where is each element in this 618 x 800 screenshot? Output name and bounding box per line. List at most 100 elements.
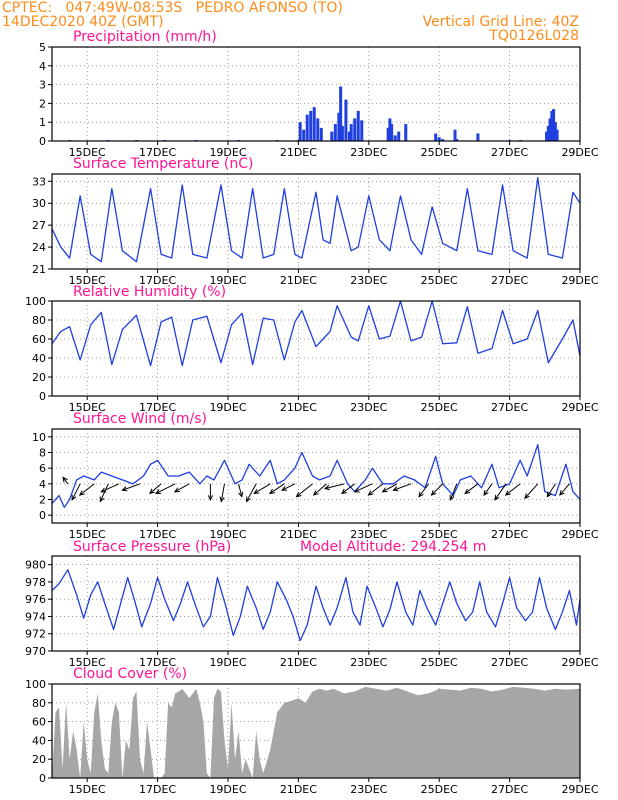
y-tick-label: 60	[32, 333, 46, 346]
x-tick-label: 19DEC	[209, 783, 246, 796]
precip-bar	[388, 118, 392, 141]
wind-arrow	[220, 483, 225, 502]
wind-arrow	[368, 483, 384, 496]
wind-arrow	[382, 483, 398, 493]
x-tick-label: 25DEC	[421, 783, 458, 796]
wind-arrow	[524, 483, 539, 499]
wind-arrowhead	[546, 491, 552, 498]
x-tick-label: 27DEC	[491, 274, 528, 287]
precip-bar	[340, 125, 344, 141]
precip-bar	[309, 110, 313, 141]
wind-arrowhead	[504, 490, 511, 496]
y-tick-label: 978	[25, 576, 46, 589]
y-tick-label: 60	[32, 716, 46, 729]
wind-arrowhead	[238, 491, 244, 498]
precip-bar	[347, 131, 351, 141]
temperature-line	[51, 177, 581, 263]
wind-line	[51, 444, 581, 508]
wind-arrow	[546, 483, 556, 497]
x-tick-label: 21DEC	[280, 146, 317, 159]
precipitation-frame	[51, 46, 581, 142]
y-tick-label: 8	[39, 447, 46, 460]
title-precipitation: Precipitation (mm/h)	[73, 29, 217, 45]
y-tick-label: 976	[25, 593, 46, 606]
wind-arrowhead	[71, 494, 77, 501]
x-tick-label: 25DEC	[421, 528, 458, 541]
x-tick-label: 25DEC	[421, 656, 458, 669]
precip-bar	[305, 114, 309, 141]
x-tick-label: 29DEC	[561, 146, 598, 159]
y-tick-label: 1	[39, 116, 46, 129]
x-tick-label: 29DEC	[561, 401, 598, 414]
wind-arrow	[62, 477, 69, 485]
wind-arrow	[449, 483, 458, 501]
x-tick-label: 21DEC	[280, 783, 317, 796]
wind-arrowhead	[418, 491, 424, 498]
x-tick-label: 19DEC	[209, 146, 246, 159]
wind-arrow	[174, 483, 190, 493]
y-tick-label: 40	[32, 352, 46, 365]
wind-arrow	[155, 483, 176, 494]
header-station: CPTEC: 047:49W-08:53S PEDRO AFONSO (TO)	[2, 0, 343, 16]
y-tick-label: 6	[39, 462, 46, 475]
wind-arrowhead	[524, 493, 530, 500]
wind-arrowhead	[281, 485, 288, 491]
wind-arrow	[431, 483, 444, 496]
title-cloud-cover: Cloud Cover (%)	[73, 666, 187, 682]
wind-arrowhead	[312, 490, 319, 496]
precip-bar	[453, 129, 457, 141]
x-tick-label: 19DEC	[209, 274, 246, 287]
wind-arrowhead	[464, 488, 471, 495]
wind-arrow	[341, 483, 356, 494]
y-tick-label: 2	[39, 97, 46, 110]
wind-arrowhead	[381, 487, 388, 493]
wind-arrow	[296, 483, 313, 498]
y-tick-label: 80	[32, 314, 46, 327]
wind-arrowhead	[295, 491, 302, 498]
x-tick-label: 15DEC	[69, 656, 106, 669]
x-tick-label: 17DEC	[139, 146, 176, 159]
x-tick-label: 23DEC	[350, 656, 387, 669]
precip-bar	[390, 124, 394, 141]
wind-arrow	[418, 483, 430, 497]
precip-bar	[316, 118, 320, 141]
wind-arrow	[483, 483, 493, 496]
precip-bar	[434, 133, 438, 141]
precip-bar	[553, 122, 557, 141]
precip-bar	[319, 127, 323, 141]
temperature-frame	[51, 173, 581, 270]
y-tick-label: 10	[32, 431, 46, 444]
x-tick-label: 29DEC	[561, 656, 598, 669]
wind-arrowhead	[392, 486, 399, 492]
wind-arrowhead	[78, 490, 85, 496]
wind-arrow	[269, 483, 285, 494]
wind-arrowhead	[219, 496, 225, 503]
wind-arrowhead	[149, 488, 155, 495]
precip-bar	[397, 131, 401, 141]
wind-arrowhead	[99, 496, 105, 503]
precip-bar	[344, 99, 348, 141]
precip-bar	[339, 86, 343, 141]
wind-arrow	[393, 483, 412, 491]
x-tick-label: 29DEC	[561, 528, 598, 541]
wind-arrowhead	[430, 490, 437, 496]
x-tick-label: 27DEC	[491, 783, 528, 796]
y-tick-label: 5	[39, 41, 46, 54]
precip-bar	[312, 107, 316, 141]
x-tick-label: 15DEC	[69, 274, 106, 287]
wind-arrow	[101, 483, 120, 493]
wind-arrow	[253, 483, 271, 494]
cloud-cover-panel: 0 20 40 60 80 100 15DEC 17DEC 19DEC 21DEC 23DEC 25D…	[25, 678, 599, 796]
y-tick-label: 27	[32, 219, 46, 232]
precip-bar	[356, 110, 360, 141]
wind-arrowhead	[207, 495, 214, 501]
wind-frame	[51, 428, 581, 524]
x-tick-label: 19DEC	[209, 528, 246, 541]
x-tick-label: 21DEC	[280, 528, 317, 541]
x-tick-label: 17DEC	[139, 783, 176, 796]
x-tick-label: 21DEC	[280, 656, 317, 669]
x-tick-label: 23DEC	[350, 528, 387, 541]
wind-arrow	[559, 483, 570, 496]
precip-bar	[548, 118, 552, 141]
header-grid-line: Vertical Grid Line: 40Z	[423, 14, 579, 30]
